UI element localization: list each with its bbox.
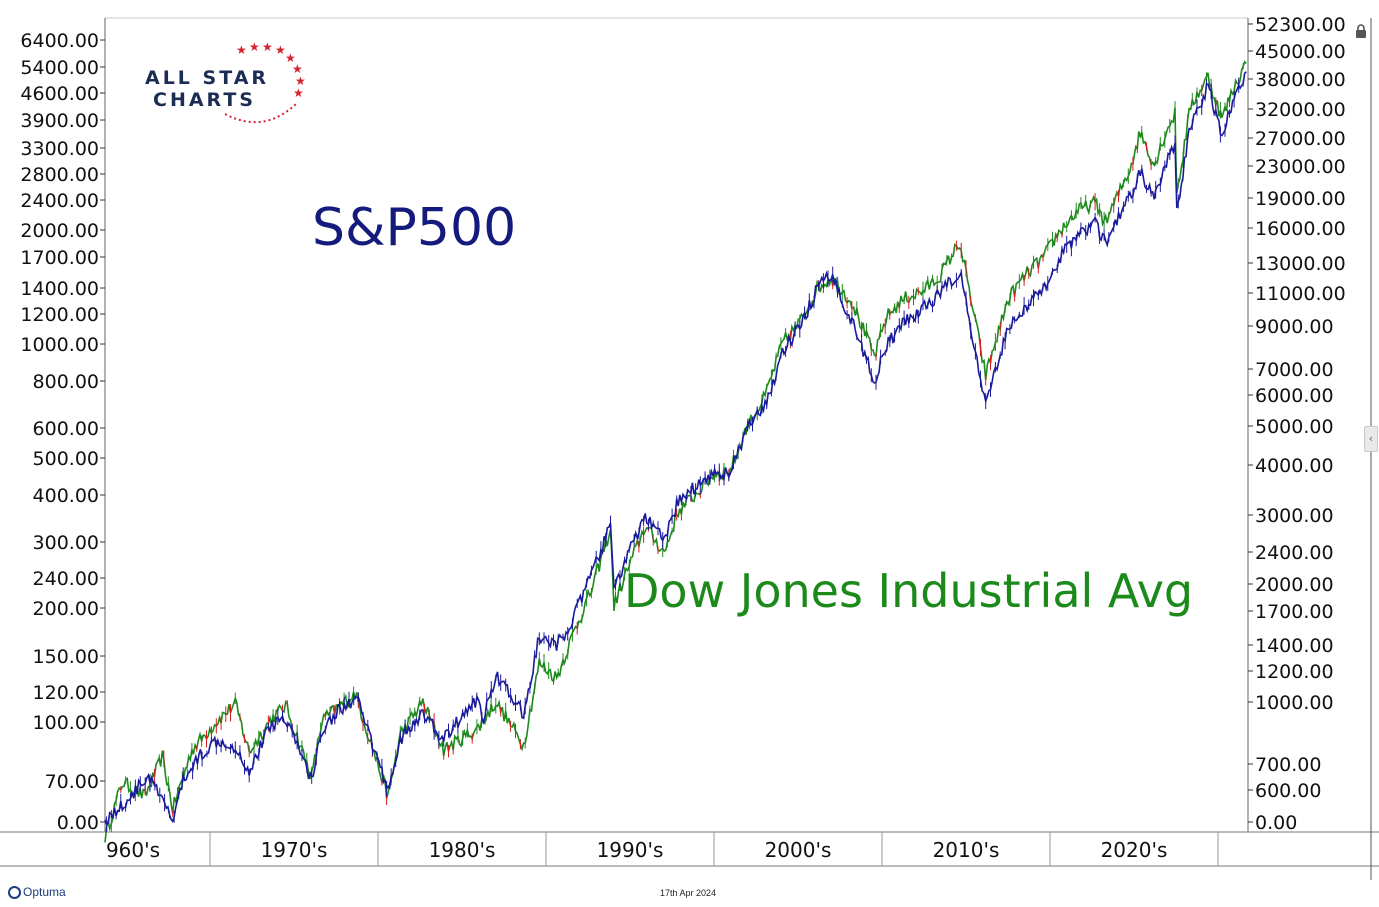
left-axis-tick-label: 2400.00 (20, 190, 99, 212)
left-axis-tick-label: 120.00 (33, 682, 99, 704)
right-axis-tick-label: 13000.00 (1255, 253, 1346, 275)
right-axis-tick-label: 1000.00 (1255, 692, 1334, 714)
logo-star-arc: ★ ★ ★ ★ ★★★★ (224, 40, 306, 124)
x-axis-tick-label: 1980's (429, 838, 496, 862)
x-axis-tick-label: 960's (106, 838, 160, 862)
right-axis-tick-label: 2400.00 (1255, 542, 1334, 564)
svg-text:★: ★ (262, 40, 273, 54)
left-axis-tick-label: 70.00 (45, 771, 99, 793)
right-axis-tick-label: 0.00 (1255, 812, 1297, 834)
right-axis-tick-label: 23000.00 (1255, 156, 1346, 178)
right-axis-tick-label: 6000.00 (1255, 385, 1334, 407)
left-axis-tick-label: 500.00 (33, 448, 99, 470)
all-star-charts-logo: ★ ★ ★ ★ ★ ★ ★ ★ ALL STAR CHARTS (140, 40, 310, 132)
left-axis-tick-label: 1200.00 (20, 304, 99, 326)
right-axis-tick-label: 1400.00 (1255, 635, 1334, 657)
left-axis-tick-label: 1000.00 (20, 334, 99, 356)
right-axis-tick-label: 45000.00 (1255, 41, 1346, 63)
left-axis-tick-label: 600.00 (33, 418, 99, 440)
right-axis-tick-label: 700.00 (1255, 754, 1321, 776)
left-axis-tick-label: 5400.00 (20, 57, 99, 79)
svg-text:★: ★ (292, 62, 303, 76)
footer-bar: Optuma 17th Apr 2024 (0, 880, 1379, 907)
left-axis-tick-label: 200.00 (33, 598, 99, 620)
optuma-logo-text: Optuma (23, 885, 66, 899)
right-axis-tick-label: 52300.00 (1255, 14, 1346, 36)
left-axis-tick-label: 150.00 (33, 646, 99, 668)
right-axis-tick-label: 4000.00 (1255, 455, 1334, 477)
series-sp500 (104, 71, 1247, 832)
right-axis-tick-label: 27000.00 (1255, 128, 1346, 150)
left-axis-tick-label: 2800.00 (20, 164, 99, 186)
series-line (104, 71, 1247, 826)
left-axis-tick-label: 4600.00 (20, 83, 99, 105)
dow-annotation: Dow Jones Industrial Avg (624, 564, 1194, 618)
left-axis-tick-label: 400.00 (33, 485, 99, 507)
svg-text:★: ★ (293, 86, 304, 100)
left-axis-tick-label: 300.00 (33, 532, 99, 554)
right-axis-tick-label: 32000.00 (1255, 99, 1346, 121)
left-axis-tick-label: 3300.00 (20, 138, 99, 160)
x-axis-tick-label: 1990's (597, 838, 664, 862)
x-axis-tick-label: 2000's (765, 838, 832, 862)
lock-icon[interactable] (1355, 24, 1367, 38)
left-axis-tick-label: 100.00 (33, 712, 99, 734)
optuma-logo: Optuma (8, 885, 66, 899)
svg-text:★: ★ (295, 74, 306, 88)
x-axis-tick-label: 1970's (261, 838, 328, 862)
left-axis-tick-label: 3900.00 (20, 110, 99, 132)
right-axis-tick-label: 1200.00 (1255, 661, 1334, 683)
footer-date: 17th Apr 2024 (660, 888, 717, 898)
left-axis-tick-label: 240.00 (33, 568, 99, 590)
right-axis-tick-label: 19000.00 (1255, 188, 1346, 210)
right-axis-tick-label: 9000.00 (1255, 316, 1334, 338)
sp500-annotation: S&P500 (312, 198, 517, 258)
logo-text-line1: ALL STAR (145, 67, 270, 89)
right-axis-tick-label: 3000.00 (1255, 505, 1334, 527)
optuma-ring-icon (8, 885, 21, 899)
logo-text-line2: CHARTS (153, 89, 256, 111)
left-axis-tick-label: 0.00 (57, 812, 99, 834)
svg-text:★: ★ (275, 43, 286, 57)
left-axis-tick-label: 1700.00 (20, 247, 99, 269)
right-axis-tick-label: 38000.00 (1255, 69, 1346, 91)
right-axis-tick-label: 7000.00 (1255, 359, 1334, 381)
right-axis-tick-label: 16000.00 (1255, 218, 1346, 240)
right-axis-tick-label: 11000.00 (1255, 283, 1346, 305)
svg-text:★: ★ (249, 40, 260, 54)
left-axis-tick-label: 1400.00 (20, 278, 99, 300)
x-axis-tick-label: 2020's (1101, 838, 1168, 862)
right-axis-tick-label: 1700.00 (1255, 601, 1334, 623)
collapse-panel-button[interactable]: ‹ (1364, 426, 1378, 452)
right-axis-tick-label: 5000.00 (1255, 416, 1334, 438)
left-axis-tick-label: 2000.00 (20, 220, 99, 242)
x-axis-tick-label: 2010's (933, 838, 1000, 862)
left-axis-tick-label: 6400.00 (20, 30, 99, 52)
chevron-left-icon: ‹ (1368, 432, 1374, 445)
right-axis-tick-label: 600.00 (1255, 780, 1321, 802)
right-axis-tick-label: 2000.00 (1255, 574, 1334, 596)
series-line (104, 60, 1247, 843)
left-axis-tick-label: 800.00 (33, 371, 99, 393)
svg-text:★: ★ (236, 43, 247, 57)
svg-text:★: ★ (285, 51, 296, 65)
